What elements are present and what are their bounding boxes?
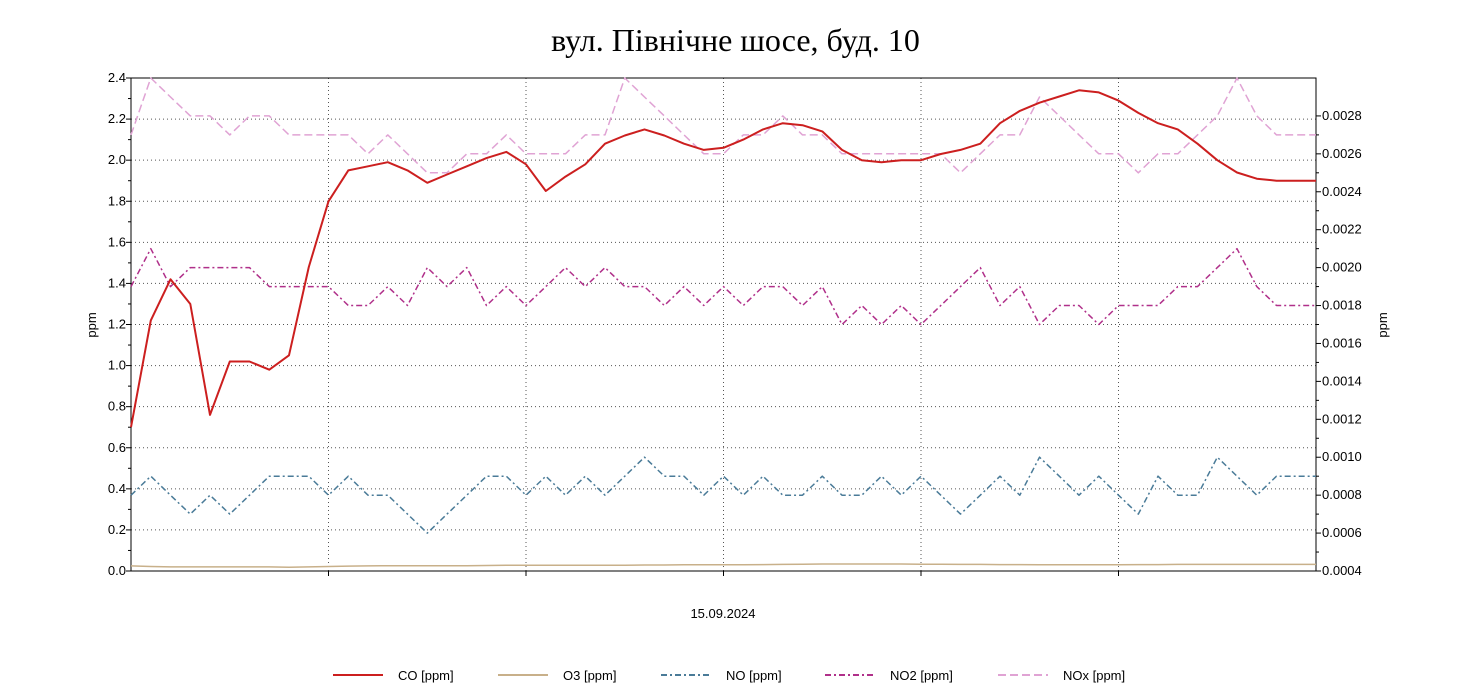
y-tick-label-left: 1.0	[108, 358, 126, 373]
y-tick-label-right: 0.0022	[1322, 222, 1362, 237]
legend-label: NO [ppm]	[726, 668, 782, 683]
y-tick-label-left: 2.0	[108, 152, 126, 167]
y-tick-label-right: 0.0010	[1322, 449, 1362, 464]
legend-label: CO [ppm]	[398, 668, 454, 683]
y-tick-label-left: 0.4	[108, 481, 126, 496]
left-axis: 0.0 0.2 0.4 0.6 0.8 1.0 1.2 1.4 1.6 1.8 2.0 2.2 2.4	[108, 70, 131, 578]
legend: CO [ppm] O3 [ppm] NO [ppm] NO2 [ppm] NOx [pp…	[333, 668, 1125, 683]
series-nox-line	[130, 77, 1316, 174]
y-tick-label-right: 0.0008	[1322, 487, 1362, 502]
chart-title: вул. Північне шосе, буд. 10	[551, 22, 920, 58]
y-axis-left-label: ppm	[84, 312, 99, 337]
y-tick-label-left: 2.4	[108, 70, 126, 85]
y-tick-label-right: 0.0024	[1322, 184, 1362, 199]
grid-lines	[131, 78, 1316, 576]
series-no-line	[130, 456, 1316, 534]
y-tick-label-right: 0.0004	[1322, 563, 1362, 578]
y-tick-label-left: 1.4	[108, 275, 126, 290]
y-tick-label-left: 0.0	[108, 563, 126, 578]
y-tick-label-left: 1.6	[108, 234, 126, 249]
series-no2-line	[130, 247, 1316, 326]
series-o3-line	[130, 563, 1316, 569]
y-tick-label-right: 0.0006	[1322, 525, 1362, 540]
y-tick-label-left: 1.8	[108, 193, 126, 208]
y-tick-label-right: 0.0016	[1322, 335, 1362, 350]
y-tick-label-left: 0.6	[108, 440, 126, 455]
series-layer	[130, 77, 1316, 569]
y-tick-label-right: 0.0012	[1322, 411, 1362, 426]
y-tick-label-left: 0.2	[108, 522, 126, 537]
y-tick-label-right: 0.0026	[1322, 146, 1362, 161]
y-axis-right-label: ppm	[1375, 312, 1390, 337]
y-tick-label-right: 0.0028	[1322, 108, 1362, 123]
legend-label: NOx [ppm]	[1063, 668, 1125, 683]
y-tick-label-left: 2.2	[108, 111, 126, 126]
right-axis: 0.0004 0.0006 0.0008 0.0010 0.0012 0.0014 0.00…	[1316, 108, 1362, 578]
y-tick-label-left: 1.2	[108, 317, 126, 332]
legend-label: O3 [ppm]	[563, 668, 616, 683]
series-co-line	[130, 89, 1316, 428]
y-tick-label-left: 0.8	[108, 399, 126, 414]
y-tick-label-right: 0.0020	[1322, 260, 1362, 275]
legend-label: NO2 [ppm]	[890, 668, 953, 683]
y-tick-label-right: 0.0018	[1322, 298, 1362, 313]
y-tick-label-right: 0.0014	[1322, 373, 1362, 388]
x-axis-label: 15.09.2024	[690, 606, 755, 621]
